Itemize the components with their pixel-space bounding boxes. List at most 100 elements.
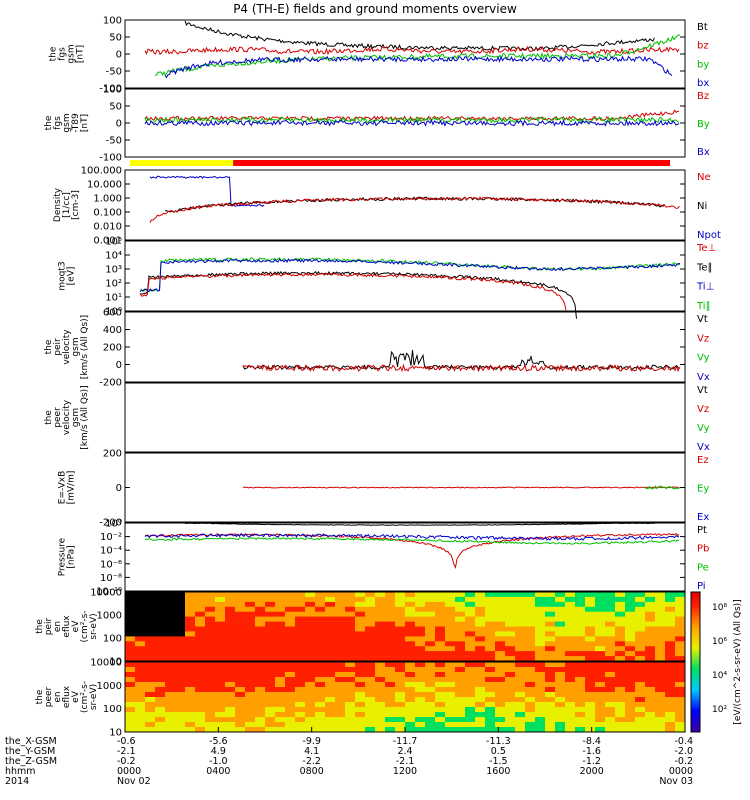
spectrogram-cell xyxy=(225,592,236,598)
spectrogram-cell xyxy=(185,712,196,718)
spectrogram-cell xyxy=(365,596,376,603)
y-tick-label: 10⁻² xyxy=(100,532,122,543)
spectrogram-cell xyxy=(185,646,196,652)
spectrogram-cell xyxy=(315,717,326,723)
spectrogram-cell xyxy=(135,682,146,688)
ylabel-line: E=-VxB xyxy=(58,471,68,505)
spectrogram-cell xyxy=(365,687,376,693)
spectrogram-cell xyxy=(415,662,426,668)
spectrogram-cell xyxy=(475,677,486,683)
spectrogram-cell xyxy=(585,667,596,673)
spectrogram-cell xyxy=(315,672,326,678)
spectrogram-cell xyxy=(215,677,226,683)
y-tick-label: 10 xyxy=(109,657,122,668)
spectrogram-cell xyxy=(305,651,316,657)
spectrogram-cell xyxy=(425,662,436,668)
spectrogram-cell xyxy=(605,712,616,718)
spectrogram-cell xyxy=(235,697,246,703)
spectrogram-cell xyxy=(515,662,526,668)
spectrogram-cell xyxy=(175,636,186,642)
spectrogram-cell xyxy=(175,712,186,718)
ylabel-line: gsm xyxy=(67,44,77,63)
spectrogram-cell xyxy=(255,621,266,627)
x-row-value: -11.7 xyxy=(393,736,418,747)
legend-Ti∥: Ti∥ xyxy=(696,301,711,312)
x-row-label: the_Y-GSM xyxy=(5,746,55,757)
spectrogram-cell xyxy=(315,651,326,657)
spectrogram-cell xyxy=(215,712,226,718)
legend-By: By xyxy=(697,119,710,130)
ylabel-line: the xyxy=(35,619,45,634)
spectrogram-cell xyxy=(645,687,656,693)
spectrogram-cell xyxy=(275,651,286,657)
spectrogram-cell xyxy=(355,651,366,657)
spectrogram-cell xyxy=(335,692,346,698)
spectrogram-cell xyxy=(295,601,306,608)
spectrogram-cell xyxy=(605,722,616,728)
spectrogram-cell xyxy=(305,672,316,678)
spectrogram-cell xyxy=(655,596,666,603)
x-row-value: -8.4 xyxy=(582,736,601,747)
spectrogram-cell xyxy=(245,722,256,728)
spectrogram-cell xyxy=(555,682,566,688)
spectrogram-cell xyxy=(375,667,386,673)
spectrogram-cell xyxy=(395,592,406,598)
spectrogram-cell xyxy=(595,601,606,608)
spectrogram-cell xyxy=(215,707,226,713)
spectrogram-cell xyxy=(435,651,446,657)
spectrogram-cell xyxy=(325,707,336,713)
spectrogram-cell xyxy=(145,712,156,718)
spectrogram-cell xyxy=(305,687,316,693)
spectrogram-cell xyxy=(395,641,406,647)
spectrogram-cell xyxy=(165,656,176,662)
spectrogram-cell xyxy=(435,641,446,647)
legend-Ex: Ex xyxy=(697,512,709,523)
spectrogram-cell xyxy=(655,646,666,652)
spectrogram-cell xyxy=(515,722,526,728)
spectrogram-cell xyxy=(605,621,616,627)
spectrogram-cell xyxy=(155,662,166,668)
spectrogram-cell xyxy=(485,601,496,608)
spectrogram-cell xyxy=(265,626,276,632)
spectrogram-cell xyxy=(435,601,446,608)
spectrogram-cell xyxy=(585,702,596,708)
spectrogram-cell xyxy=(345,631,356,637)
spectrogram-cell xyxy=(155,616,166,622)
spectrogram-cell xyxy=(205,717,216,723)
spectrogram-cell xyxy=(495,692,506,698)
x-row-value: 0.5 xyxy=(491,746,506,757)
spectrogram-cell xyxy=(335,687,346,693)
legend-Bz: Bz xyxy=(697,91,709,102)
spectrogram-cell xyxy=(245,677,256,683)
ylabel-line: [km/s (All Qs)] xyxy=(80,315,90,379)
spectrogram-cell xyxy=(625,687,636,693)
spectrogram-cell xyxy=(495,621,506,627)
spectrogram-cell xyxy=(365,621,376,627)
spectrogram-cell xyxy=(285,626,296,632)
spectrogram-cell xyxy=(445,712,456,718)
spectrogram-cell xyxy=(395,722,406,728)
spectrogram-cell xyxy=(655,616,666,622)
spectrogram-cell xyxy=(255,672,266,678)
spectrogram-cell xyxy=(245,697,256,703)
legend-Npot: Npot xyxy=(697,230,721,241)
spectrogram-cell xyxy=(425,636,436,642)
spectrogram-cell xyxy=(345,592,356,598)
spectrogram-cell xyxy=(125,651,136,657)
spectrogram-cell xyxy=(445,656,456,662)
spectrogram-cell xyxy=(385,626,396,632)
spectrogram-cell xyxy=(495,727,506,733)
spectrogram-cell xyxy=(645,651,656,657)
spectrogram-cell xyxy=(435,596,446,603)
spectrogram-cell xyxy=(665,717,676,723)
spectrogram-cell xyxy=(515,697,526,703)
spectrogram-cell xyxy=(575,616,586,622)
panel-ylabel: moqt3 [eV] xyxy=(58,261,77,290)
spectrogram-cell xyxy=(525,717,536,723)
spectrogram-cell xyxy=(505,641,516,647)
panel-traces xyxy=(144,522,680,569)
spectrogram-cell xyxy=(625,662,636,668)
spectrogram-cell xyxy=(245,717,256,723)
ylabel-line: velocity xyxy=(62,329,72,365)
spectrogram-cell xyxy=(615,692,626,698)
